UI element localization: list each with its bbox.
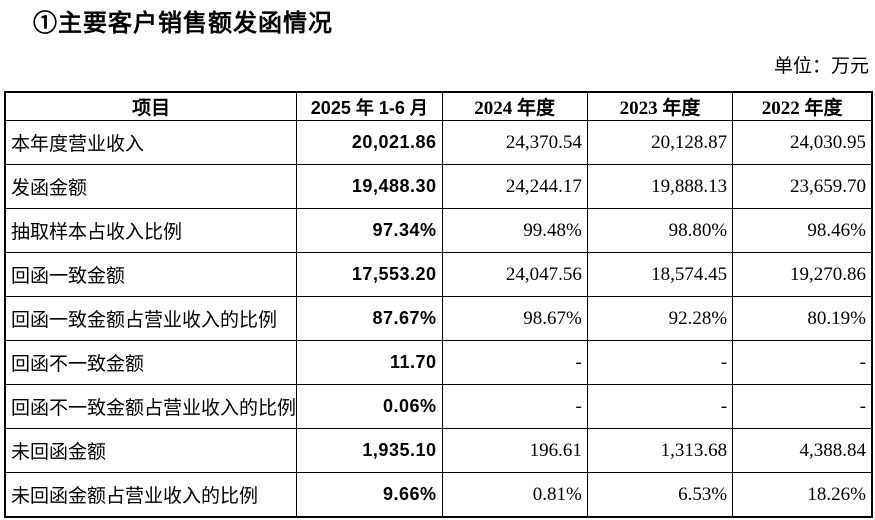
value-cell: 0.06% [296,384,443,430]
value-cell: 19,270.86 [732,252,873,298]
value-cell: - [732,340,873,386]
value-cell: 98.46% [732,208,873,254]
value-cell: 92.28% [586,296,734,342]
column-header-2025h1: 2025 年 1-6 月 [296,91,443,121]
table-row: 回函不一致金额占营业收入的比例 0.06% - - - [4,384,873,430]
value-cell: 98.67% [441,296,588,342]
value-cell: - [732,384,873,430]
column-header-2023: 2023 年度 [586,91,734,121]
value-cell: 23,659.70 [732,164,873,210]
row-label-cell: 回函不一致金额 [4,340,298,386]
column-header-2022: 2022 年度 [732,91,873,121]
value-cell: 24,047.56 [441,252,588,298]
value-cell: 18.26% [732,472,873,518]
value-cell: 24,370.54 [441,119,588,166]
value-cell: 24,030.95 [732,119,873,166]
column-header-2024: 2024 年度 [441,91,588,121]
table-row: 未回函金额占营业收入的比例 9.66% 0.81% 6.53% 18.26% [4,472,873,518]
value-cell: 20,021.86 [296,119,443,166]
value-cell: 20,128.87 [586,119,734,166]
value-cell: 4,388.84 [732,428,873,474]
table-row: 未回函金额 1,935.10 196.61 1,313.68 4,388.84 [4,428,873,474]
row-label-cell: 未回函金额 [4,428,298,474]
table-row: 发函金额 19,488.30 24,244.17 19,888.13 23,65… [4,164,873,210]
table-header-row: 项目 2025 年 1-6 月 2024 年度 2023 年度 2022 年度 [4,91,873,121]
value-cell: 80.19% [732,296,873,342]
value-cell: 17,553.20 [296,252,443,298]
value-cell: - [441,340,588,386]
value-cell: 99.48% [441,208,588,254]
value-cell: 9.66% [296,472,443,518]
row-label-cell: 发函金额 [4,164,298,210]
row-label-cell: 本年度营业收入 [4,119,298,166]
row-label-cell: 回函不一致金额占营业收入的比例 [4,384,298,430]
value-cell: 98.80% [586,208,734,254]
value-cell: - [586,384,734,430]
value-cell: 19,888.13 [586,164,734,210]
table-row: 本年度营业收入 20,021.86 24,370.54 20,128.87 24… [4,119,873,166]
value-cell: 1,313.68 [586,428,734,474]
value-cell: 18,574.45 [586,252,734,298]
value-cell: 19,488.30 [296,164,443,210]
table-row: 回函不一致金额 11.70 - - - [4,340,873,386]
value-cell: 97.34% [296,208,443,254]
sales-confirmation-table: 项目 2025 年 1-6 月 2024 年度 2023 年度 2022 年度 … [4,91,873,518]
value-cell: 11.70 [296,340,443,386]
value-cell: 6.53% [586,472,734,518]
table-row: 回函一致金额占营业收入的比例 87.67% 98.67% 92.28% 80.1… [4,296,873,342]
row-label-cell: 回函一致金额占营业收入的比例 [4,296,298,342]
value-cell: 0.81% [441,472,588,518]
table-row: 回函一致金额 17,553.20 24,047.56 18,574.45 19,… [4,252,873,298]
value-cell: 87.67% [296,296,443,342]
value-cell: 196.61 [441,428,588,474]
row-label-cell: 回函一致金额 [4,252,298,298]
value-cell: 1,935.10 [296,428,443,474]
table-row: 抽取样本占收入比例 97.34% 99.48% 98.80% 98.46% [4,208,873,254]
value-cell: 24,244.17 [441,164,588,210]
value-cell: - [441,384,588,430]
page-title: ①主要客户销售额发函情况 [33,11,333,37]
value-cell: - [586,340,734,386]
unit-label: 单位：万元 [773,56,869,77]
row-label-cell: 未回函金额占营业收入的比例 [4,472,298,518]
row-label-cell: 抽取样本占收入比例 [4,208,298,254]
column-header-item: 项目 [4,91,298,121]
